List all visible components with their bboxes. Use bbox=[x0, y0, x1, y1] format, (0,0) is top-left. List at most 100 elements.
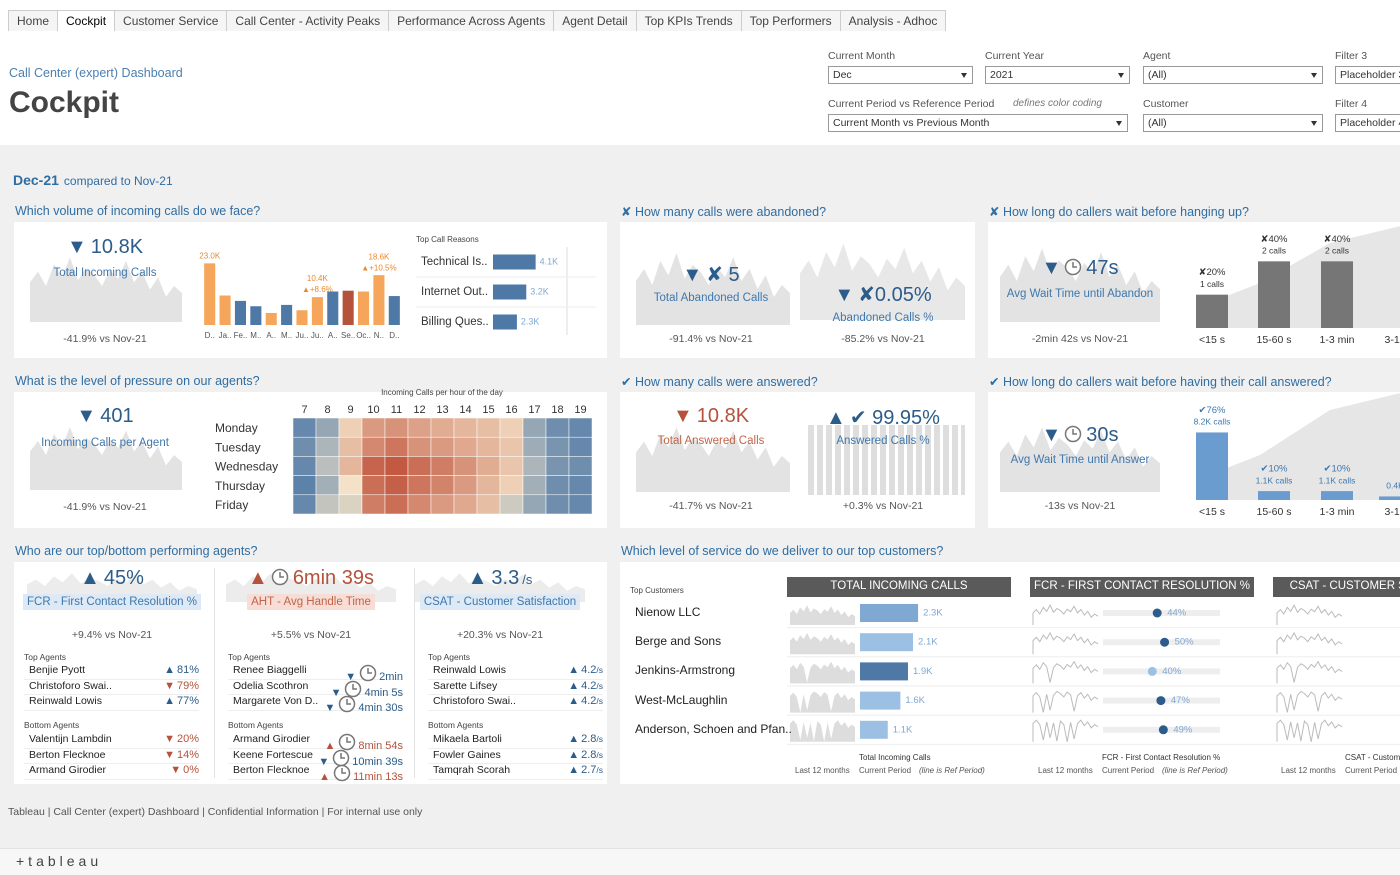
tab[interactable]: Agent Detail bbox=[553, 10, 637, 31]
x-tick-label: 12 bbox=[413, 404, 425, 416]
heat-cell bbox=[338, 436, 363, 457]
bar bbox=[311, 297, 323, 325]
kpi-arrow: ▲ bbox=[467, 567, 488, 589]
heat-cell bbox=[315, 436, 340, 457]
x-tick-label: 1-3 min bbox=[1319, 334, 1354, 346]
group-label: Bottom Agents bbox=[428, 720, 484, 730]
kpi-arrow: ▼ bbox=[1041, 424, 1062, 446]
sparkline-area bbox=[1000, 427, 1160, 492]
kpi-number: 47s bbox=[1086, 257, 1119, 279]
kpi-label-wrap: CSAT - Customer Satisfaction bbox=[390, 592, 610, 610]
heat-cell bbox=[407, 475, 432, 496]
data-label: ✘20% bbox=[1199, 267, 1227, 278]
kpi-label: CSAT - Customer Satisfaction bbox=[419, 594, 581, 610]
filter-label: Current Month bbox=[828, 50, 896, 62]
kpi-label: Total Abandoned Calls bbox=[653, 292, 769, 304]
bar bbox=[493, 254, 536, 270]
kpi-delta: -13s vs Nov-21 bbox=[1044, 500, 1116, 512]
x-tick-label: 3-10 bbox=[1384, 506, 1400, 518]
row-line bbox=[228, 678, 403, 680]
filter-label: Customer bbox=[1143, 98, 1189, 110]
data-label: 47% bbox=[1171, 695, 1191, 706]
heat-cell bbox=[522, 456, 547, 476]
tab[interactable]: Cockpit bbox=[57, 10, 116, 31]
data-label: ✘40% bbox=[1324, 234, 1352, 245]
agent-value: ▲ 2.7/s bbox=[503, 764, 603, 776]
heat-cell bbox=[292, 475, 317, 496]
filter-select[interactable]: Dec bbox=[828, 66, 973, 84]
heat-cell bbox=[384, 436, 409, 457]
kpi-arrow: ▼ bbox=[672, 405, 693, 427]
filter-select[interactable]: Current Month vs Previous Month bbox=[828, 114, 1128, 132]
tab[interactable]: Call Center - Activity Peaks bbox=[226, 10, 390, 31]
tab[interactable]: Performance Across Agents bbox=[388, 10, 555, 31]
kpi-label: Avg Wait Time until Abandon bbox=[1006, 288, 1154, 300]
kpi-arrow: ▲ bbox=[826, 407, 846, 429]
filter-select[interactable]: (All) bbox=[1143, 114, 1323, 132]
data-label: 44% bbox=[1167, 608, 1187, 619]
agent-arrow: ▼ bbox=[164, 679, 175, 692]
filter-select[interactable]: (All) bbox=[1143, 66, 1323, 84]
agent-value: ▼ 10min 39s bbox=[303, 749, 403, 768]
bar bbox=[1196, 294, 1228, 328]
panel-title: Which level of service do we deliver to … bbox=[621, 544, 944, 558]
x-tick-label: 15 bbox=[482, 404, 494, 416]
kpi-arrow: ▼ bbox=[834, 284, 855, 306]
count-label: 2 calls bbox=[1325, 246, 1349, 256]
tab[interactable]: Top KPIs Trends bbox=[635, 10, 742, 31]
tab[interactable]: Customer Service bbox=[114, 10, 228, 31]
heat-cell bbox=[545, 436, 570, 457]
kpi-label: Avg Wait Time until Answer bbox=[1010, 454, 1150, 466]
x-tick-label: Se.. bbox=[341, 331, 355, 340]
agent-value: ▲ 4.2/s bbox=[503, 680, 603, 692]
legend-item: (line is Ref Period) bbox=[919, 766, 985, 775]
agent-value: ▲ 4.2/s bbox=[503, 664, 603, 676]
bar bbox=[860, 662, 908, 681]
tab[interactable]: Analysis - Adhoc bbox=[839, 10, 947, 31]
tab[interactable]: Home bbox=[8, 10, 59, 31]
kpi-value: ▲ 6min 39s bbox=[201, 567, 421, 590]
change-label: ▲+8.6% bbox=[302, 285, 333, 294]
heat-cell bbox=[430, 456, 455, 476]
kpi-value: ▼ 10.8K bbox=[0, 236, 215, 259]
row-line bbox=[24, 747, 199, 749]
heat-cell bbox=[338, 494, 363, 515]
row-line bbox=[228, 747, 403, 749]
kpi-number: 401 bbox=[100, 405, 134, 427]
x-tick-label: 17 bbox=[528, 404, 540, 416]
row-line bbox=[24, 678, 199, 680]
sparkline-area bbox=[30, 427, 182, 490]
tab-bar: Home Cockpit Customer Service Call Center -… bbox=[8, 10, 947, 31]
filter-select[interactable]: 2021 bbox=[985, 66, 1130, 84]
tab[interactable]: Top Performers bbox=[740, 10, 841, 31]
kpi-delta: -85.2% vs Nov-21 bbox=[841, 333, 925, 345]
column-header: TOTAL INCOMING CALLS bbox=[787, 577, 1011, 597]
kpi-delta: -41.7% vs Nov-21 bbox=[669, 500, 753, 512]
sparkline-area bbox=[636, 253, 790, 325]
filter-select[interactable]: Placeholder 3 bbox=[1335, 66, 1400, 84]
kpi-delta: +20.3% vs Nov-21 bbox=[456, 629, 544, 641]
filter-select[interactable]: Placeholder 4 bbox=[1335, 114, 1400, 132]
filter-label: Filter 4 bbox=[1335, 98, 1368, 110]
clock-hands bbox=[346, 737, 352, 743]
agent-arrow: ▼ bbox=[164, 733, 175, 745]
agent-arrow: ▲ bbox=[319, 771, 331, 783]
agent-name: Berton Flecknoe bbox=[29, 748, 106, 761]
heat-cell bbox=[545, 417, 570, 438]
agent-number: 8min 54s bbox=[358, 740, 403, 752]
column-caption: Total Incoming Calls bbox=[859, 753, 931, 762]
x-tick-label: N.. bbox=[374, 331, 384, 340]
tableau-logo[interactable]: +tableau bbox=[16, 853, 103, 869]
legend-item: Current Period bbox=[1345, 766, 1398, 775]
heat-cell bbox=[522, 436, 547, 457]
change-label: ▲+10.5% bbox=[361, 263, 396, 272]
bar bbox=[204, 263, 216, 325]
heatmap: 7 8 9 10 11 12 13 14 15 16 17 18 19 Monday Tuesday Wedn… bbox=[215, 404, 593, 515]
heat-cell bbox=[292, 436, 317, 457]
agent-name: Armand Girodier bbox=[233, 733, 311, 745]
agent-unit: /s bbox=[596, 665, 603, 675]
agent-number: 11min 13s bbox=[353, 771, 403, 783]
agent-number: 4.2 bbox=[581, 679, 597, 692]
agent-number: 79% bbox=[176, 679, 199, 692]
